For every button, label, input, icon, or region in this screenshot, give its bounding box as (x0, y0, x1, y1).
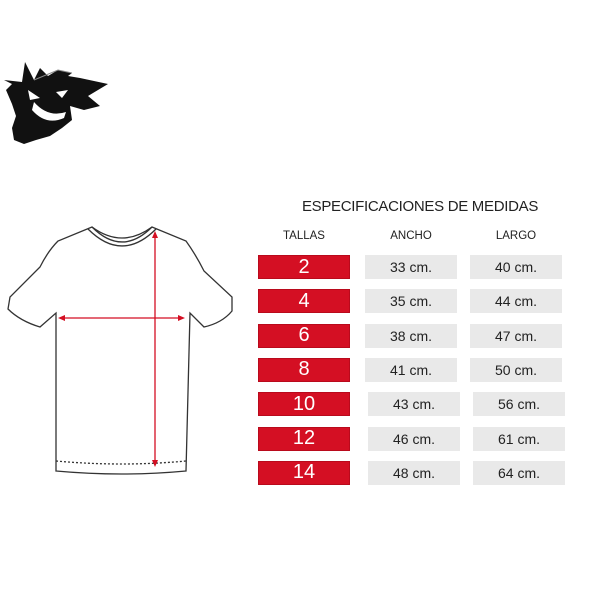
largo-cell: 44 cm. (470, 289, 562, 314)
talla-cell: 12 (258, 426, 350, 451)
gengar-logo-icon (4, 62, 108, 144)
ancho-cell: 35 cm. (365, 289, 457, 314)
talla-cell: 4 (258, 289, 350, 314)
ancho-cell: 43 cm. (368, 392, 460, 417)
largo-cell: 64 cm. (473, 460, 565, 485)
largo-cell: 56 cm. (473, 392, 565, 417)
header-largo: LARGO (495, 230, 537, 242)
ancho-cell: 38 cm. (365, 323, 457, 348)
talla-cell: 10 (258, 392, 350, 417)
ancho-cell: 41 cm. (365, 357, 457, 382)
talla-cell: 6 (258, 323, 350, 348)
largo-cell: 40 cm. (470, 255, 562, 279)
tshirt-diagram (7, 226, 233, 475)
talla-cell: 14 (258, 460, 350, 485)
ancho-cell: 46 cm. (368, 426, 460, 451)
table-title: ESPECIFICACIONES DE MEDIDAS (301, 198, 539, 215)
tshirt-outline-icon (7, 226, 233, 475)
largo-cell: 47 cm. (470, 323, 562, 348)
largo-cell: 61 cm. (473, 426, 565, 451)
ancho-cell: 48 cm. (368, 460, 460, 485)
largo-cell: 50 cm. (470, 357, 562, 382)
talla-cell: 2 (258, 255, 350, 279)
measure-arrows (58, 231, 185, 467)
talla-cell: 8 (258, 357, 350, 382)
ancho-cell: 33 cm. (365, 255, 457, 279)
header-tallas: TALLAS (283, 230, 325, 242)
header-ancho: ANCHO (390, 230, 432, 242)
